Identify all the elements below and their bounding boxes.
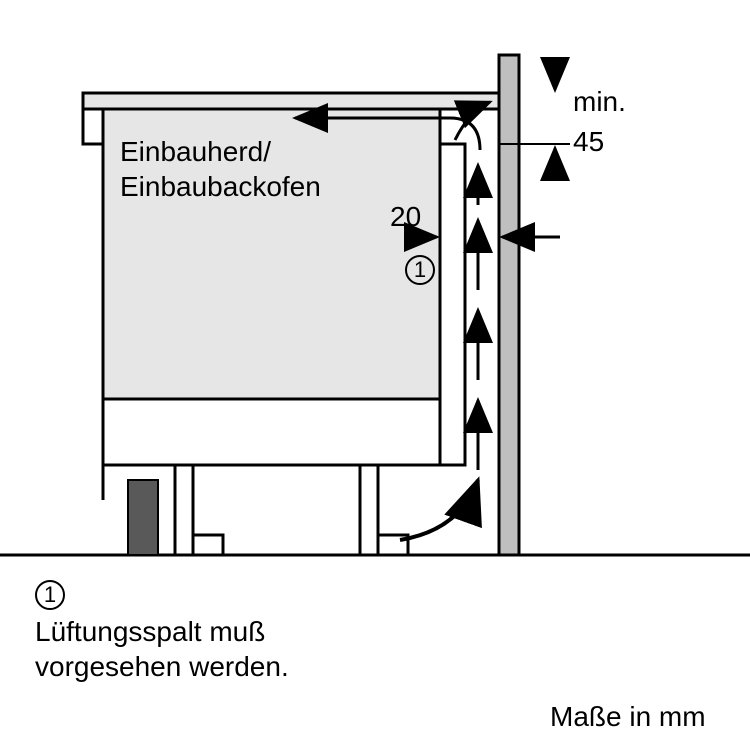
foot-left-dark bbox=[128, 480, 158, 555]
legend-line1: Lüftungsspalt muß bbox=[35, 615, 265, 649]
leg-1-foot bbox=[193, 535, 223, 555]
wall bbox=[499, 55, 519, 555]
dim-gap-value: 20 bbox=[390, 200, 421, 234]
leg-2 bbox=[360, 465, 378, 555]
drawer bbox=[103, 399, 465, 465]
oven-label-line2: Einbaubackofen bbox=[120, 170, 321, 204]
legend-line2: vorgesehen werden. bbox=[35, 650, 289, 684]
ref-marker-diagram: 1 bbox=[405, 255, 435, 285]
countertop-edge bbox=[83, 109, 103, 144]
dim-top-value: 45 bbox=[573, 125, 604, 159]
min-label: min. bbox=[573, 85, 626, 119]
vent-channel bbox=[440, 144, 465, 465]
cooktop bbox=[83, 93, 499, 109]
legend-marker: 1 bbox=[35, 580, 65, 610]
leg-1 bbox=[175, 465, 193, 555]
units-label: Maße in mm bbox=[550, 700, 706, 734]
airflow-curve-bottom bbox=[400, 480, 478, 540]
diagram-container: Einbauherd/ Einbaubackofen min. 45 20 1 … bbox=[0, 0, 750, 750]
oven-label-line1: Einbauherd/ bbox=[120, 135, 271, 169]
